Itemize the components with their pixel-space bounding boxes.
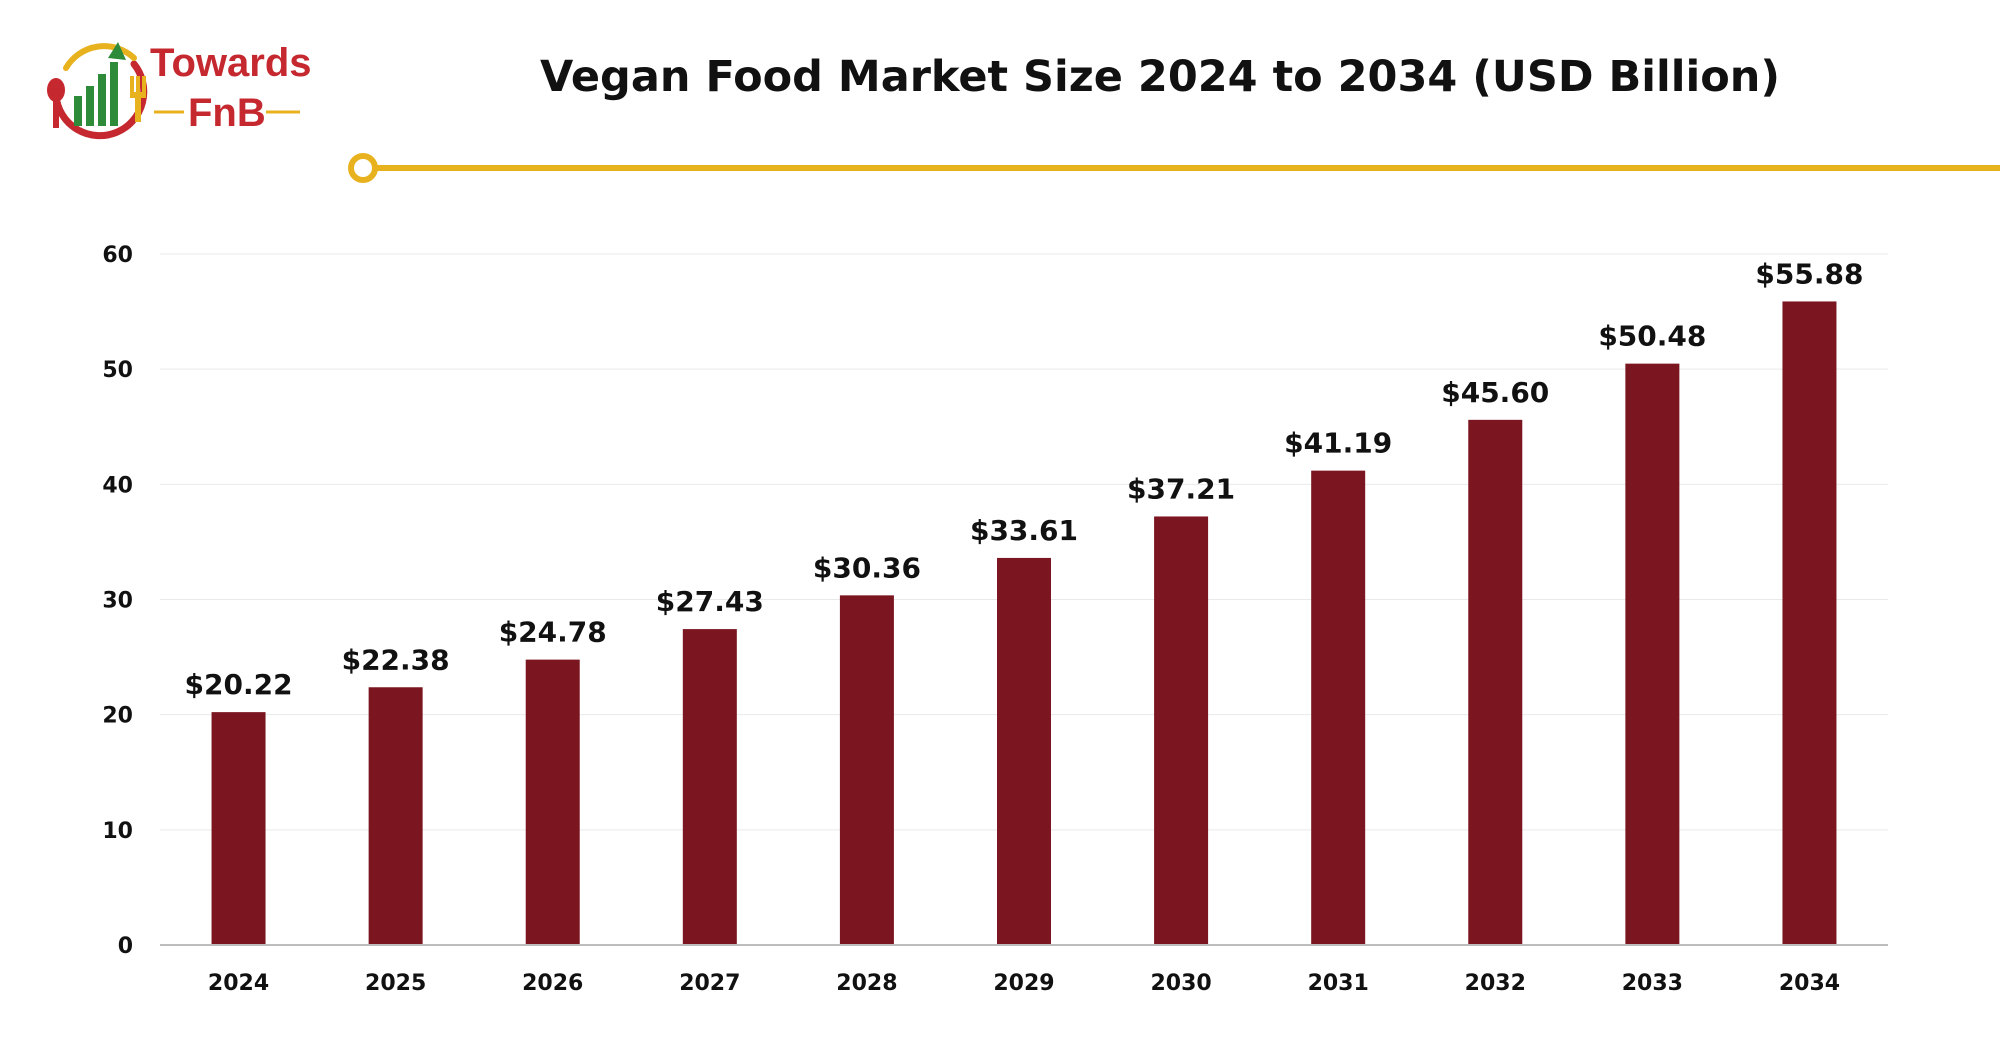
x-tick-label: 2028 xyxy=(836,971,897,996)
bar-2025 xyxy=(368,687,423,945)
data-label-2028: $30.36 xyxy=(813,551,921,584)
x-tick-label: 2031 xyxy=(1308,971,1369,996)
bar-2031 xyxy=(1311,470,1366,945)
data-label-2026: $24.78 xyxy=(499,616,607,649)
divider-ring-icon xyxy=(348,153,378,183)
bar-2028 xyxy=(839,595,894,945)
x-tick-label: 2033 xyxy=(1622,971,1683,996)
bar-2034 xyxy=(1782,301,1837,945)
x-tick-label: 2024 xyxy=(208,971,269,996)
logo-text-line2: FnB xyxy=(188,91,266,135)
title-divider xyxy=(345,150,2000,186)
x-tick-label: 2034 xyxy=(1779,971,1840,996)
data-label-2025: $22.38 xyxy=(342,643,450,676)
y-tick-label: 20 xyxy=(102,704,133,729)
logo-text-line1: Towards xyxy=(150,41,312,85)
x-tick-label: 2025 xyxy=(365,971,426,996)
chart-title: Vegan Food Market Size 2024 to 2034 (USD… xyxy=(539,52,1781,102)
data-label-2024: $20.22 xyxy=(185,668,293,701)
y-tick-label: 10 xyxy=(102,819,133,844)
bar-2032 xyxy=(1468,419,1523,946)
y-tick-label: 40 xyxy=(102,473,133,498)
bar-2030 xyxy=(1154,516,1209,945)
bars xyxy=(211,301,1837,946)
bar-2024 xyxy=(211,712,266,945)
data-label-2034: $55.88 xyxy=(1755,257,1863,290)
x-tick-label: 2030 xyxy=(1150,971,1211,996)
x-tick-label: 2026 xyxy=(522,971,583,996)
data-labels: $20.22 $22.38 $24.78 $27.43 $30.36 $33.61 $37.… xyxy=(185,257,1864,701)
y-tick-label: 60 xyxy=(102,243,133,268)
bar-2026 xyxy=(525,659,580,945)
data-label-2033: $50.48 xyxy=(1598,320,1706,353)
data-label-2030: $37.21 xyxy=(1127,472,1235,505)
towards-fnb-logo: Towards FnB xyxy=(38,28,338,148)
data-label-2029: $33.61 xyxy=(970,514,1078,547)
data-label-2027: $27.43 xyxy=(656,585,764,618)
bar-2033 xyxy=(1625,363,1680,945)
y-tick-label: 30 xyxy=(102,589,133,614)
x-tick-label: 2029 xyxy=(993,971,1054,996)
x-tick-label: 2032 xyxy=(1465,971,1526,996)
data-label-2031: $41.19 xyxy=(1284,427,1392,460)
bar-2027 xyxy=(682,629,737,945)
y-tick-label: 50 xyxy=(102,358,133,383)
y-tick-label: 0 xyxy=(118,934,133,959)
x-tick-label: 2027 xyxy=(679,971,740,996)
bar-2029 xyxy=(997,557,1051,945)
data-label-2032: $45.60 xyxy=(1441,376,1549,409)
